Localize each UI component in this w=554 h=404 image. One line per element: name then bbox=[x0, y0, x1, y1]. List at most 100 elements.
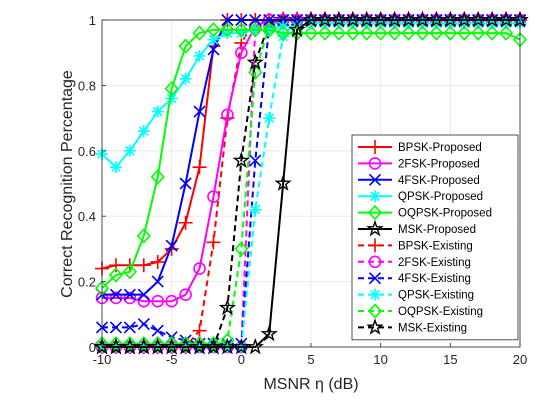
x-tick-label: 5 bbox=[307, 352, 314, 367]
legend-label: 4FSK-Proposed bbox=[398, 175, 480, 187]
legend-marker bbox=[368, 140, 382, 154]
legend-marker bbox=[366, 219, 384, 237]
legend-label: BPSK-Existing bbox=[398, 240, 473, 252]
data-point bbox=[193, 262, 206, 275]
legend-entry: QPSK-Existing bbox=[358, 288, 474, 302]
data-point bbox=[218, 298, 237, 316]
data-point bbox=[206, 22, 221, 38]
legend-label: 2FSK-Existing bbox=[398, 257, 471, 269]
x-tick-label: 0 bbox=[238, 352, 245, 367]
legend-label: QPSK-Existing bbox=[398, 290, 474, 302]
data-point bbox=[109, 161, 122, 174]
data-point bbox=[471, 25, 486, 41]
legend-entry: 2FSK-Existing bbox=[358, 255, 471, 269]
data-point bbox=[207, 190, 220, 203]
data-point bbox=[277, 30, 290, 43]
data-point bbox=[165, 294, 178, 308]
data-point bbox=[150, 254, 165, 269]
data-point bbox=[192, 25, 207, 41]
data-point bbox=[193, 105, 206, 118]
data-point bbox=[260, 324, 278, 342]
data-point bbox=[455, 10, 473, 28]
data-point bbox=[469, 10, 487, 28]
legend: BPSK-Proposed 2FSK-Proposed 4FSK-Proposed Q… bbox=[351, 134, 519, 341]
data-point bbox=[345, 25, 360, 41]
data-point bbox=[359, 25, 374, 41]
data-point bbox=[165, 92, 178, 105]
y-axis-label: Correct Recognition Percentage bbox=[59, 70, 76, 298]
data-point bbox=[123, 321, 136, 334]
legend-box bbox=[351, 134, 519, 341]
data-point bbox=[399, 10, 418, 28]
data-point bbox=[441, 10, 460, 28]
data-point bbox=[373, 25, 388, 41]
data-point bbox=[179, 177, 192, 190]
data-point bbox=[149, 337, 167, 355]
data-point bbox=[206, 235, 221, 250]
legend-marker bbox=[368, 255, 382, 269]
legend-marker bbox=[367, 204, 383, 221]
x-axis-label: MSNR η (dB) bbox=[263, 376, 358, 393]
data-point bbox=[387, 25, 402, 41]
y-tick-label: 0 bbox=[89, 340, 96, 355]
data-point bbox=[344, 10, 362, 28]
data-point bbox=[249, 203, 262, 216]
data-point bbox=[232, 337, 251, 355]
x-tick-label: -10 bbox=[93, 352, 112, 367]
y-tick-label: 0.8 bbox=[78, 78, 96, 93]
legend-marker bbox=[368, 173, 382, 186]
data-point bbox=[108, 267, 124, 283]
data-point bbox=[137, 318, 150, 331]
data-point bbox=[498, 25, 514, 41]
legend-marker bbox=[368, 157, 382, 170]
data-point bbox=[122, 264, 137, 280]
legend-marker bbox=[368, 238, 382, 253]
data-point bbox=[179, 288, 192, 301]
data-point bbox=[136, 228, 151, 244]
data-point bbox=[207, 43, 220, 56]
data-point bbox=[401, 25, 416, 41]
y-tick-label: 1 bbox=[89, 13, 96, 28]
data-point bbox=[218, 337, 237, 355]
data-point bbox=[164, 80, 179, 97]
legend-entry: 4FSK-Proposed bbox=[358, 173, 480, 187]
data-point bbox=[263, 112, 276, 125]
data-point bbox=[276, 25, 291, 41]
legend-entry: OQPSK-Existing bbox=[358, 303, 483, 319]
data-point bbox=[207, 33, 220, 46]
data-point bbox=[108, 258, 123, 273]
data-point bbox=[176, 337, 195, 355]
data-point bbox=[204, 337, 223, 355]
x-tick-label: 15 bbox=[443, 352, 457, 367]
data-point bbox=[497, 10, 515, 28]
data-point bbox=[385, 10, 404, 28]
legend-entry: BPSK-Proposed bbox=[358, 140, 482, 154]
legend-marker bbox=[367, 303, 383, 319]
legend-entry: MSK-Existing bbox=[358, 318, 467, 335]
data-point bbox=[248, 22, 263, 38]
data-point bbox=[262, 22, 277, 38]
data-point bbox=[413, 10, 432, 28]
data-point bbox=[302, 10, 320, 28]
data-point bbox=[249, 154, 262, 167]
x-tick-label: 10 bbox=[373, 352, 387, 367]
data-point bbox=[165, 239, 178, 252]
data-point bbox=[179, 72, 192, 85]
data-point bbox=[443, 25, 458, 41]
data-point bbox=[178, 215, 193, 230]
data-point bbox=[137, 288, 150, 301]
legend-label: OQPSK-Proposed bbox=[398, 208, 492, 220]
data-point bbox=[135, 337, 153, 355]
data-point bbox=[123, 144, 136, 157]
data-point bbox=[246, 53, 264, 70]
data-point bbox=[192, 323, 207, 338]
legend-label: MSK-Proposed bbox=[398, 224, 476, 236]
data-point bbox=[123, 288, 136, 301]
legend-marker bbox=[368, 272, 382, 285]
tick-layer: -10 -5 0 5 10 15 20 0 0.2 0.4 0.6 0.8 1 bbox=[78, 13, 527, 367]
y-tick-label: 0.4 bbox=[78, 209, 96, 224]
data-point bbox=[235, 46, 248, 60]
data-point bbox=[221, 108, 234, 122]
legend-entry: MSK-Proposed bbox=[358, 219, 476, 237]
data-point bbox=[151, 324, 164, 337]
